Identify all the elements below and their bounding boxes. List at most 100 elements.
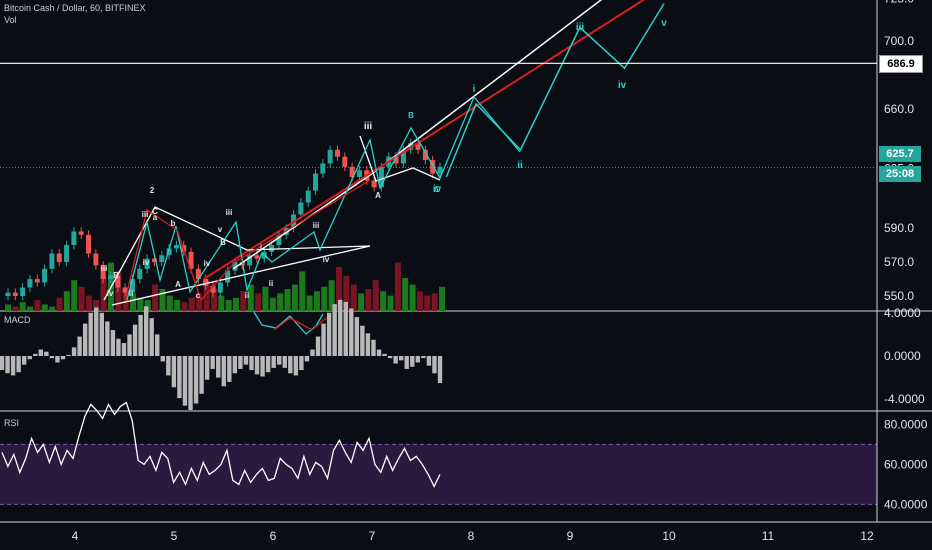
volume-bar [41,304,48,311]
wave-label: a [153,213,158,222]
wave-label: ii [245,291,249,300]
candle-body [122,287,128,293]
wave-label: i [473,84,476,95]
wave-label: 2 [150,186,155,195]
volume-bar [100,275,107,311]
candle-body [159,255,165,263]
volume-bar [210,289,217,311]
candle-body [430,160,436,174]
drawing-tools[interactable] [0,0,877,335]
rsi-label[interactable]: RSI [4,418,20,428]
candle-body [334,149,340,157]
candle-body [27,279,33,288]
candle-body [327,149,333,164]
macd-bar [116,338,121,356]
macd-bar [393,356,398,364]
wave-label: b [171,219,176,228]
volume-bar [93,300,100,311]
macd-bar [437,356,443,383]
candle-body [298,202,304,215]
volume-bar [306,295,313,311]
macd-bar [398,356,404,361]
wave-label: A [175,280,181,289]
candle-body [129,279,135,293]
macd-bar [94,307,99,356]
candle-body [56,253,62,263]
macd-bar [321,323,326,356]
macd-bar [155,334,160,356]
macd-label[interactable]: MACD [4,315,31,325]
volume-bar [313,291,320,311]
volume-bar [358,293,365,311]
time-axis-tick: 10 [662,529,676,543]
macd-bar [71,347,77,356]
rsi-line-layer [1,401,441,488]
macd-bar [365,333,371,356]
rsi-line [1,401,441,488]
macd-bar [343,302,348,356]
volume-bar [218,295,225,311]
macd-bar [5,356,10,374]
macd-bar [99,312,104,356]
candle-body [12,292,18,297]
candle-body [71,231,77,246]
volume-bar [85,295,92,311]
volume-bar [387,295,394,311]
macd-bar [210,356,215,369]
candle-body [115,275,121,288]
wave-label: iii [226,208,233,217]
wave-drawing [359,135,441,182]
macd-bar [149,318,154,356]
macd-bar [10,356,16,376]
rsi-band-fill [0,444,877,505]
macd-bar [415,356,421,363]
volume-bar [152,284,159,311]
symbol-title[interactable]: Bitcoin Cash / Dollar, 60, BITFINEX [4,3,146,13]
wave-label: B [113,271,119,280]
volume-bar [269,297,276,311]
macd-axis-tick: 4.0000 [884,306,921,320]
macd-bar [82,323,88,356]
volume-bar [402,278,409,311]
macd-bar [182,356,188,406]
volume-bar [277,293,284,311]
macd-bar [288,356,293,374]
wave-label: iii [101,264,108,273]
wave-label: iii [313,221,320,230]
candle-body [400,149,406,164]
volume-bar [233,297,240,311]
wave-label: iv [204,259,211,268]
volume-bar [350,284,357,311]
macd-bar [310,349,315,356]
volume-bar [130,293,137,311]
candle-body [254,255,260,259]
macd-bar [271,356,276,368]
macd-bar [371,339,376,356]
rsi-band-layer [0,443,877,505]
volume-label[interactable]: Vol [4,15,17,25]
wave-label: iv [323,255,330,264]
macd-bar [304,356,310,362]
time-axis-tick: 5 [171,529,178,543]
wave-label: iii [364,121,373,132]
macd-bar [354,317,360,356]
volume-bar [181,302,188,311]
candle-body [49,253,55,269]
candle-body [42,268,48,283]
wave-label: iv [618,80,627,91]
macd-bar [410,356,415,367]
volume-bar [343,275,350,311]
wave-label: i [260,243,262,252]
macd-bar [376,349,382,356]
price-candles[interactable] [5,138,443,301]
volume-bar [431,293,438,311]
volume-bar [159,289,166,311]
macd-bar [160,356,165,362]
time-axis-tick: 7 [369,529,376,543]
candle-body [78,231,84,235]
macd-bar [171,356,177,388]
volume-bar [174,300,181,311]
rsi-axis-tick: 40.0000 [884,497,928,511]
axes[interactable]: 725.0700.0660.0625.0590.0570.0550.04.000… [72,0,928,543]
